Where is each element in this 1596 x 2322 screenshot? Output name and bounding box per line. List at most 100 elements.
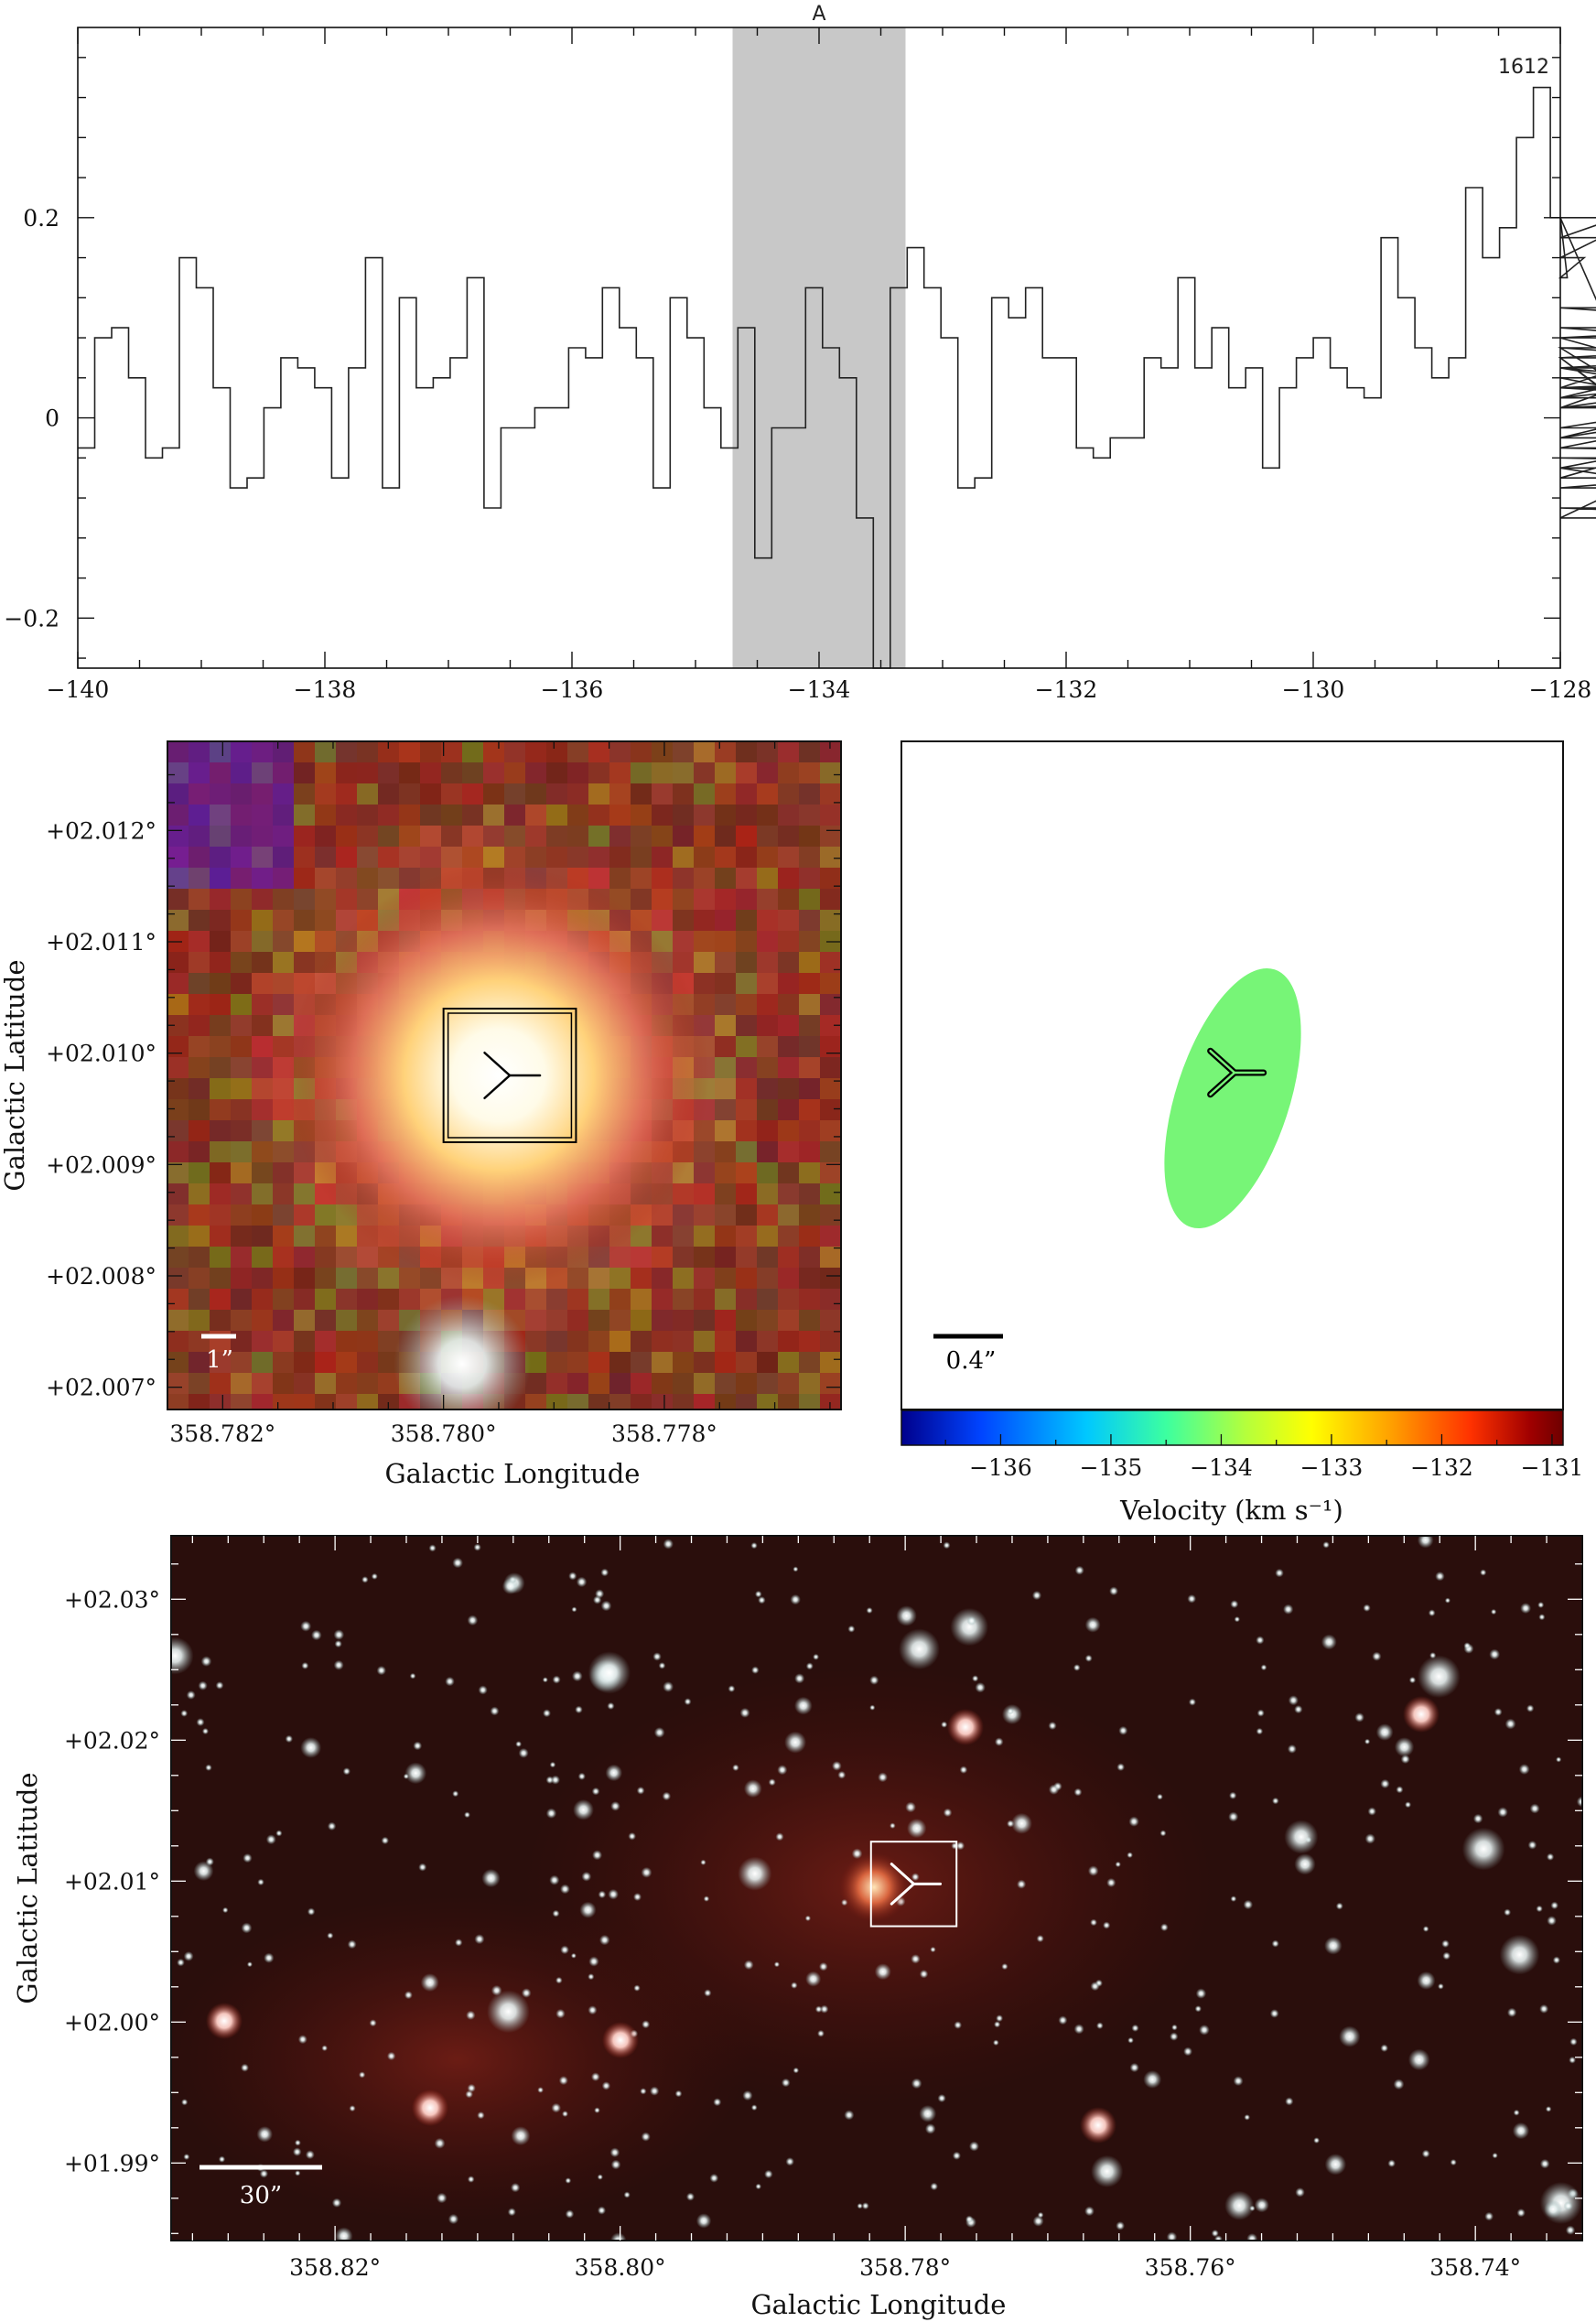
image-pixel [736,826,758,848]
image-pixel [715,783,737,805]
field-star [1084,2206,1095,2217]
field-star [1435,1571,1445,1582]
field-star [558,2076,568,2086]
field-star [369,2019,377,2027]
field-star [198,1680,208,1690]
image-pixel [189,868,210,890]
field-star [1536,1905,1543,1913]
field-star [359,2071,366,2079]
image-pixel [609,826,631,848]
image-pixel [631,805,652,826]
image-pixel [336,1394,358,1409]
field-star [241,2063,249,2072]
image-pixel [252,805,274,826]
image-pixel [799,1394,821,1409]
image-pixel [820,783,841,805]
x-tick-label: 358.782° [169,1420,275,1447]
image-pixel [609,868,631,890]
image-pixel [462,783,484,805]
field-star [1539,2181,1582,2225]
field-star [640,2088,647,2095]
image-pixel [504,1289,526,1311]
image-pixel [399,1289,421,1311]
image-pixel [167,1162,189,1184]
image-pixel [567,1394,589,1409]
image-pixel [778,847,800,869]
field-star [738,1856,772,1891]
field-star [704,1989,712,1997]
image-pixel [715,805,737,826]
image-pixel [167,1226,189,1247]
image-pixel [715,847,737,869]
image-pixel [631,1310,652,1332]
field-star [183,2154,190,2160]
image-pixel [525,1310,547,1332]
image-pixel [631,1289,652,1311]
image-pixel [315,805,337,826]
field-star [550,1775,561,1785]
image-pixel [315,1247,337,1269]
image-pixel [231,741,253,763]
image-pixel [231,889,253,911]
image-pixel [609,1394,631,1409]
field-star [1563,2201,1573,2211]
image-pixel [652,783,674,805]
field-star [1166,2231,1178,2241]
image-pixel [231,1204,253,1226]
field-star [1576,1796,1582,1808]
image-pixel [673,1394,695,1409]
image-pixel [504,847,526,869]
image-pixel [231,1373,253,1395]
image-pixel [778,1394,800,1409]
field-star [652,1652,662,1661]
field-star [598,1934,610,1946]
image-pixel [189,1183,210,1205]
image-pixel [609,1247,631,1269]
field-star [275,1830,283,1837]
field-star [1229,1791,1237,1799]
image-pixel [167,1268,189,1290]
image-pixel [588,741,610,763]
image-pixel [189,973,210,995]
image-pixel [273,910,295,932]
field-star [911,1954,921,1964]
field-star [510,2182,521,2193]
x-tick-label: −136 [541,676,604,703]
field-star [930,2182,939,2191]
image-pixel [210,1078,232,1100]
image-pixel [231,1162,253,1184]
velocity-colorbar-ticks: −136 −135 −134 −133 −132 −131 [944,1434,1583,1481]
field-star [591,1787,600,1796]
field-star [335,2227,353,2241]
image-pixel [525,1373,547,1395]
field-star [785,2157,794,2166]
field-star [1228,1811,1239,1822]
field-star [764,2169,773,2179]
image-pixel [294,910,316,932]
field-star [552,1675,561,1684]
image-pixel [757,1204,779,1226]
image-pixel [315,741,337,763]
field-star [1444,1597,1451,1604]
image-pixel [778,889,800,911]
field-star [1127,1852,1134,1859]
field-star [565,2177,572,2184]
field-star [1529,1803,1540,1814]
image-pixel [336,1331,358,1353]
image-pixel [336,1268,358,1290]
field-star [592,1850,603,1861]
field-star [259,2169,269,2178]
field-star [1322,1541,1330,1549]
image-pixel [252,1331,274,1353]
field-star [1188,1698,1196,1706]
image-pixel [315,783,337,805]
image-pixel [210,826,232,848]
image-pixel [294,762,316,784]
x-tick-label: −140 [47,676,110,703]
field-star [959,1766,968,1774]
field-star [1116,1763,1126,1772]
image-pixel [525,847,547,869]
image-pixel [231,1015,253,1037]
image-pixel [757,1036,779,1058]
field-star [919,1970,929,1979]
